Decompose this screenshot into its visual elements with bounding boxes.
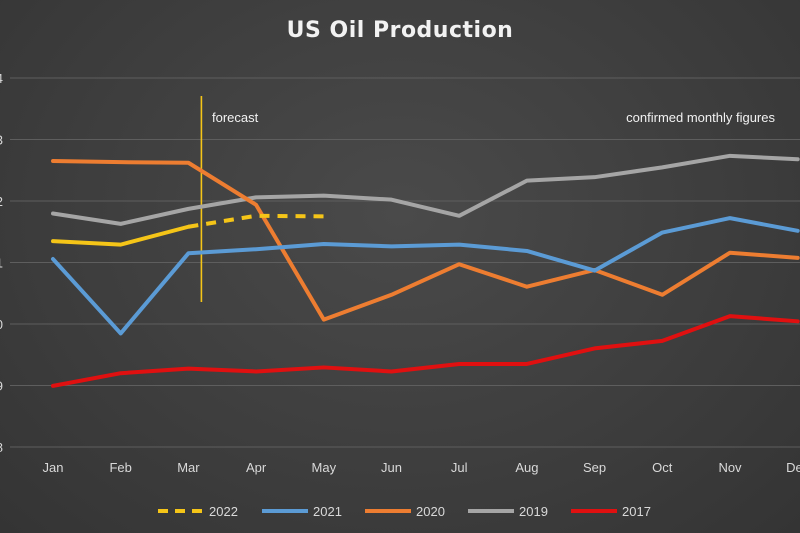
- series-line-2020: [51, 159, 800, 322]
- y-tick-label: 1: [0, 256, 3, 271]
- series-line-2017: [51, 314, 800, 388]
- series-line-2019: [51, 153, 800, 226]
- legend-label-2020: 2020: [416, 504, 445, 519]
- x-axis-ticks: Jan Feb Mar Apr May Jun Jul Aug Sep Oct Nov Dec: [43, 460, 800, 475]
- series-line-2021: [51, 216, 800, 336]
- legend-label-2017: 2017: [622, 504, 651, 519]
- series-line-2022: [51, 224, 191, 247]
- chart-title: US Oil Production: [287, 18, 514, 43]
- x-tick-label: Sep: [583, 460, 606, 475]
- x-tick-label: Jan: [43, 460, 64, 475]
- x-tick-label: May: [312, 460, 337, 475]
- series-lines: [51, 153, 800, 388]
- forecast-annotation: forecast: [212, 110, 259, 125]
- y-tick-label: 9: [0, 379, 3, 394]
- x-tick-label: Aug: [515, 460, 538, 475]
- x-tick-label: Jun: [381, 460, 402, 475]
- x-tick-label: Dec: [786, 460, 800, 475]
- x-tick-label: Oct: [652, 460, 673, 475]
- gridlines: [10, 77, 800, 448]
- series-line-2022-forecast: [188, 213, 324, 229]
- x-tick-label: Feb: [109, 460, 131, 475]
- x-tick-label: Apr: [246, 460, 267, 475]
- y-axis-ticks: 4321098: [0, 71, 3, 455]
- y-tick-label: 4: [0, 71, 3, 86]
- x-tick-label: Jul: [451, 460, 468, 475]
- legend-label-2019: 2019: [519, 504, 548, 519]
- x-tick-label: Nov: [718, 460, 742, 475]
- x-tick-label: Mar: [177, 460, 200, 475]
- y-tick-label: 0: [0, 317, 3, 332]
- legend: 2022 2021 2020 2019 2017: [158, 504, 651, 519]
- legend-label-2022: 2022: [209, 504, 238, 519]
- confirmed-annotation: confirmed monthly figures: [626, 110, 775, 125]
- y-tick-label: 2: [0, 194, 3, 209]
- legend-label-2021: 2021: [313, 504, 342, 519]
- y-tick-label: 3: [0, 133, 3, 148]
- y-tick-label: 8: [0, 440, 3, 455]
